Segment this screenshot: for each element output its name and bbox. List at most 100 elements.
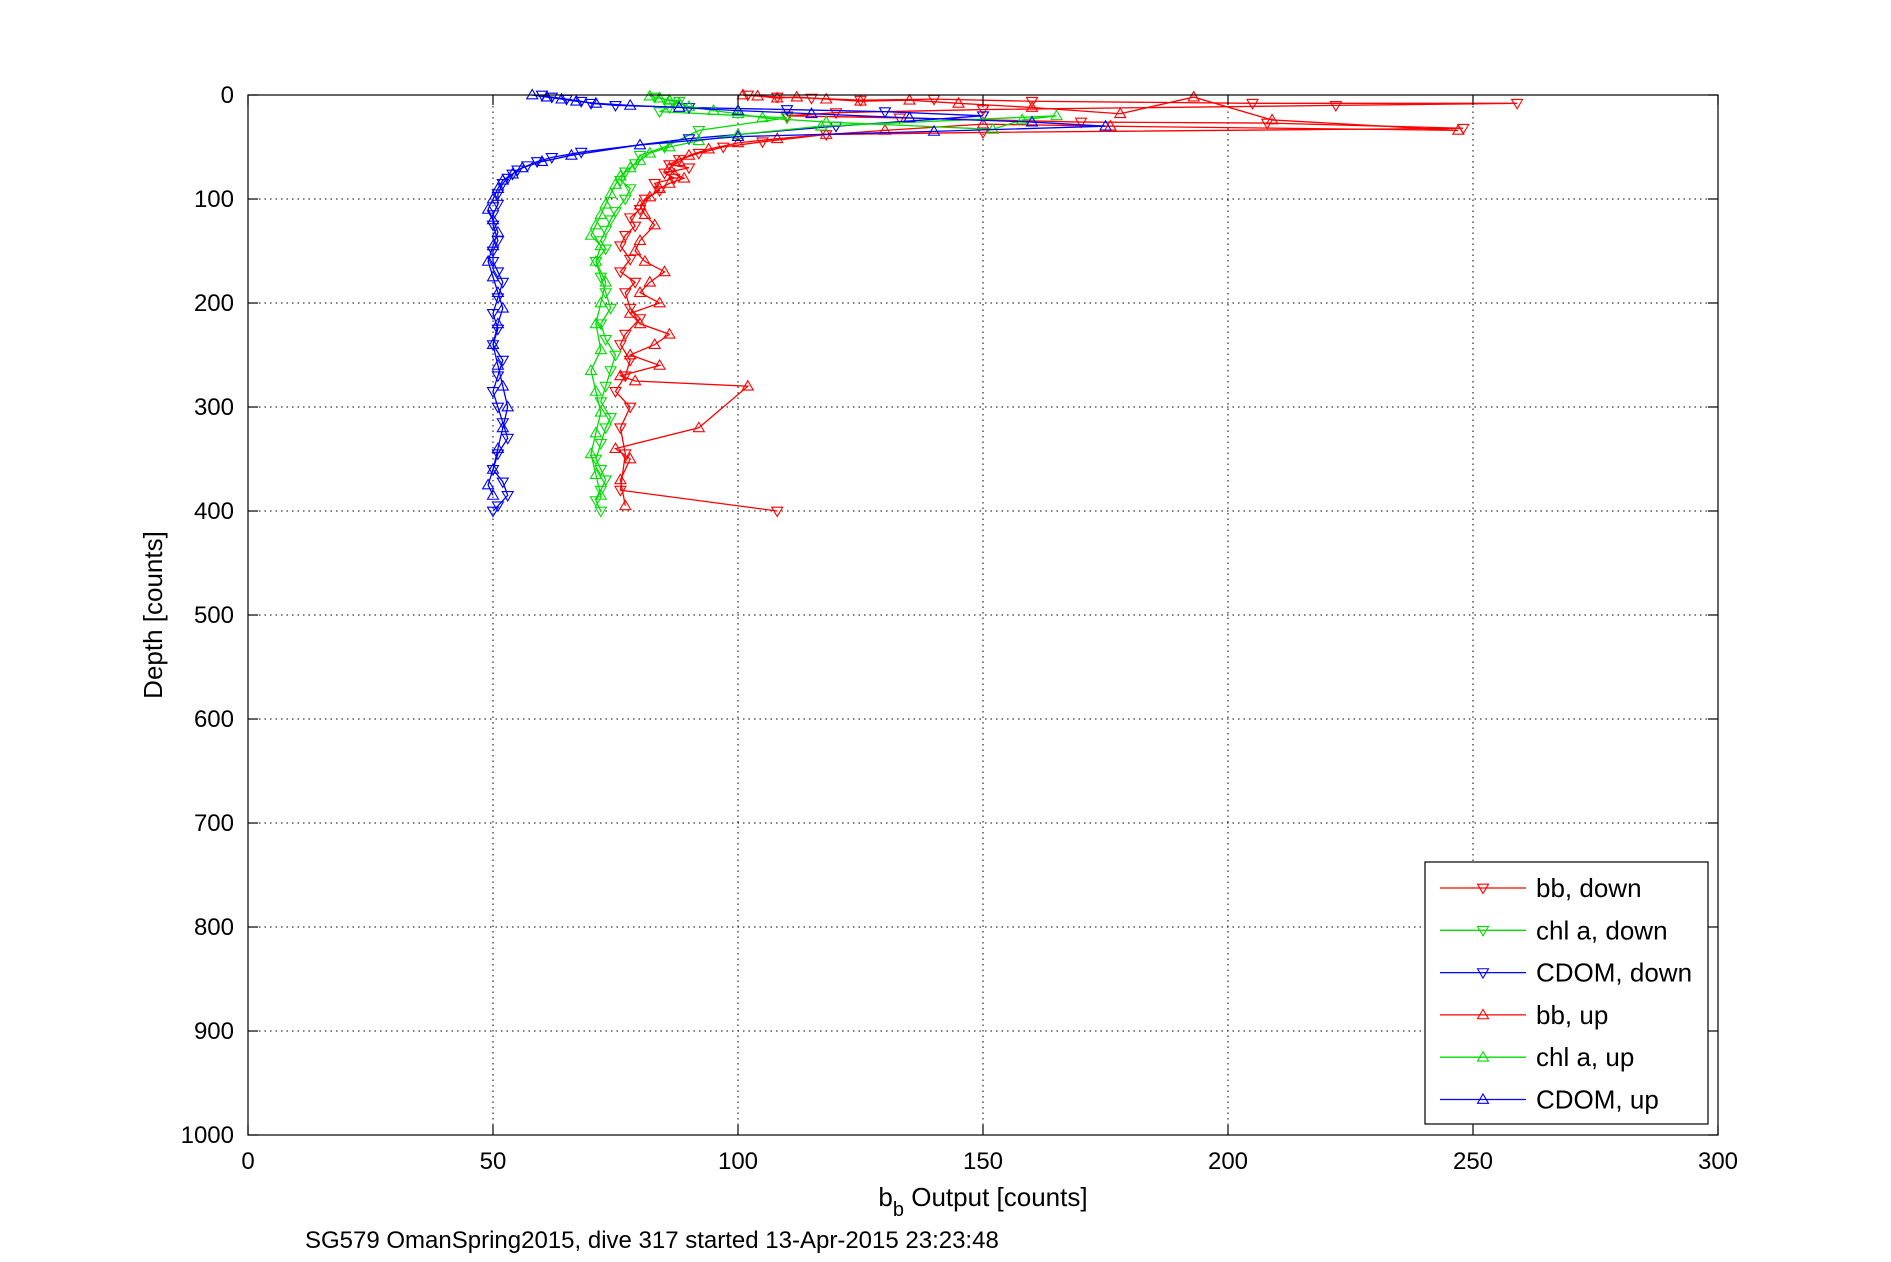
data-point [623,452,637,464]
data-point [486,192,500,204]
legend-marker [1476,1092,1490,1104]
data-point [648,338,662,350]
series-line [590,95,1057,496]
data-point [486,239,500,251]
data-point [589,317,603,329]
legend-box [1424,861,1709,1125]
data-point [976,117,990,129]
data-point [819,92,833,104]
y-axis-label: Depth [counts] [138,531,168,699]
data-point [986,122,1000,134]
data-point [486,386,500,398]
data-point [491,317,505,329]
data-point [584,364,598,376]
data-point [491,199,505,211]
data-point [672,154,686,166]
data-point [623,161,637,173]
data-point [893,113,907,125]
data-point [623,348,637,360]
data-point [692,125,706,137]
data-point [903,111,916,123]
data-point [623,184,637,196]
data-point [515,161,529,173]
data-point [1329,101,1343,112]
data-point [613,369,627,381]
data-point [594,319,608,331]
data-point [609,350,622,362]
x-tick-label: 50 [480,1148,507,1175]
x-tick-label: 250 [1453,1148,1493,1175]
y-tick-label: 600 [194,706,234,733]
data-point [1025,115,1039,127]
data-point [770,132,784,144]
data-point [756,137,769,149]
data-point [805,107,818,119]
data-point [623,303,637,315]
data-point [770,91,784,103]
data-point [589,218,603,230]
data-point [496,421,510,433]
data-point [501,490,515,502]
data-point [638,194,652,206]
data-point [555,92,569,104]
x-tick-label: 150 [963,1148,1003,1175]
data-point [609,386,622,398]
data-point [491,286,505,298]
data-point [790,90,804,102]
data-point [604,366,618,378]
data-point [819,115,833,127]
data-point [491,402,505,414]
data-point [486,213,500,225]
data-point [692,148,706,160]
data-point [829,108,843,120]
data-point [486,464,500,476]
x-axis-label-main: b [878,1182,892,1212]
data-point [496,355,510,367]
data-point [604,187,618,199]
data-point [662,161,676,173]
data-point [633,150,647,162]
data-point [653,358,667,370]
data-point [599,275,613,287]
y-tick-label: 700 [194,810,234,837]
data-point [599,381,613,393]
data-point [613,169,627,181]
data-point [486,462,500,474]
data-point [731,104,745,115]
data-point [878,107,892,119]
data-point [481,478,495,490]
legend-marker [1476,1008,1490,1020]
data-point [486,270,500,282]
data-point [927,124,941,136]
legend-label: chl a, up [1536,1042,1634,1072]
data-point [1025,96,1039,108]
x-tick-label: 300 [1698,1148,1738,1175]
data-point [878,123,892,135]
data-point [623,254,637,266]
figure-subtitle: SG579 OmanSpring2015, dive 317 started 1… [305,1227,999,1254]
data-point [1074,117,1088,129]
data-point [731,130,745,141]
data-point [682,163,696,175]
data-point [633,198,647,210]
data-point [613,340,627,352]
data-point [609,442,622,454]
data-point [814,119,828,131]
y-tick-label: 300 [194,394,234,421]
data-point [1050,109,1063,121]
data-point [903,93,916,105]
data-point [658,265,671,277]
series-3 [609,88,1465,511]
data-point [1451,123,1465,135]
data-point [486,308,500,320]
data-point [662,327,676,339]
data-point [633,317,647,329]
data-point [1099,119,1112,131]
x-tick-label: 0 [241,1148,254,1175]
data-point [623,213,637,225]
data-point [731,136,745,148]
data-point [618,329,632,341]
data-point [491,267,505,279]
data-point [1265,113,1279,125]
